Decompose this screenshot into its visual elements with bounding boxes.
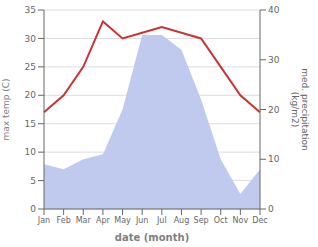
svg-text:20: 20 xyxy=(268,105,280,115)
svg-text:Oct: Oct xyxy=(214,216,228,225)
svg-text:Feb: Feb xyxy=(57,216,71,225)
svg-text:5: 5 xyxy=(30,176,36,186)
svg-text:Jul: Jul xyxy=(156,216,167,225)
svg-text:40: 40 xyxy=(268,5,280,15)
svg-text:Aug: Aug xyxy=(174,216,190,225)
svg-text:Jan: Jan xyxy=(37,216,50,225)
svg-text:Dec: Dec xyxy=(252,216,267,225)
svg-text:30: 30 xyxy=(268,55,280,65)
svg-text:med. precipitation(kg/m2): med. precipitation(kg/m2) xyxy=(290,68,310,150)
svg-text:Nov: Nov xyxy=(233,216,249,225)
svg-text:max temp (C): max temp (C) xyxy=(8,78,11,140)
svg-text:15: 15 xyxy=(25,119,36,129)
svg-text:0: 0 xyxy=(268,204,274,214)
svg-text:May: May xyxy=(114,216,131,225)
svg-text:0: 0 xyxy=(30,204,36,214)
svg-text:Mar: Mar xyxy=(76,216,92,225)
svg-text:30: 30 xyxy=(25,34,37,44)
svg-text:10: 10 xyxy=(25,147,37,157)
svg-text:35: 35 xyxy=(25,5,36,15)
svg-text:Sep: Sep xyxy=(194,216,209,225)
svg-text:20: 20 xyxy=(25,90,37,100)
svg-text:Apr: Apr xyxy=(96,216,111,225)
svg-text:25: 25 xyxy=(25,62,36,72)
svg-text:Jun: Jun xyxy=(135,216,149,225)
svg-text:date (month): date (month) xyxy=(115,232,189,243)
svg-text:10: 10 xyxy=(268,154,280,164)
